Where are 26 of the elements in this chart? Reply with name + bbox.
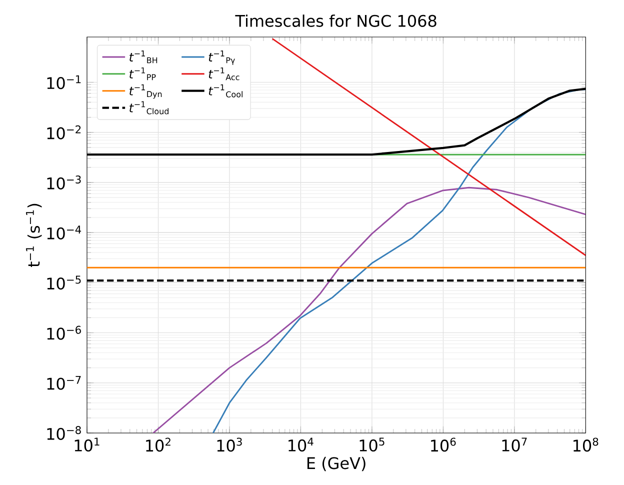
y-tick-label: 10$^{−7}$ [47, 376, 81, 390]
x-tick-label: 10$^{2}$ [146, 438, 170, 452]
x-tick-label: 10$^{7}$ [502, 438, 527, 452]
y-tick-label: 10$^{−6}$ [47, 326, 81, 340]
x-tick-label: 10$^{3}$ [217, 438, 242, 452]
x-tick-label: 10$^{8}$ [574, 438, 598, 452]
y-tick-label: 10$^{−2}$ [47, 125, 81, 140]
x-tick-label: 10$^{6}$ [431, 438, 456, 452]
x-tick-label: 10$^{1}$ [74, 438, 100, 452]
legend-label: t$^{−1}$Dyn [130, 84, 162, 99]
y-tick-label: 10$^{−4}$ [47, 226, 82, 240]
y-tick-label: 10$^{−1}$ [47, 75, 81, 90]
legend-label: t$^{−1}$Cool [208, 84, 242, 98]
y-axis-title: t$^{−1}$ (s$^{−1}$) [26, 204, 42, 268]
y-tick-label: 10$^{−8}$ [47, 426, 81, 440]
legend-label: t$^{−1}$BH [130, 50, 158, 64]
y-tick-label: 10$^{−5}$ [47, 276, 81, 290]
legend-label: t$^{−1}$PP [130, 67, 156, 80]
x-tick-label: 10$^{4}$ [288, 438, 314, 452]
chart-title: Timescales for NGC 1068 [235, 14, 436, 27]
y-tick-label: 10$^{−3}$ [47, 175, 81, 190]
legend-label: t$^{−1}$Acc [208, 67, 240, 80]
x-axis-title: E (GeV) [307, 456, 366, 472]
legend-label: t$^{−1}$Pγ [208, 50, 235, 65]
x-tick-label: 10$^{5}$ [360, 438, 384, 452]
legend-label: t$^{−1}$Cloud [130, 101, 168, 114]
